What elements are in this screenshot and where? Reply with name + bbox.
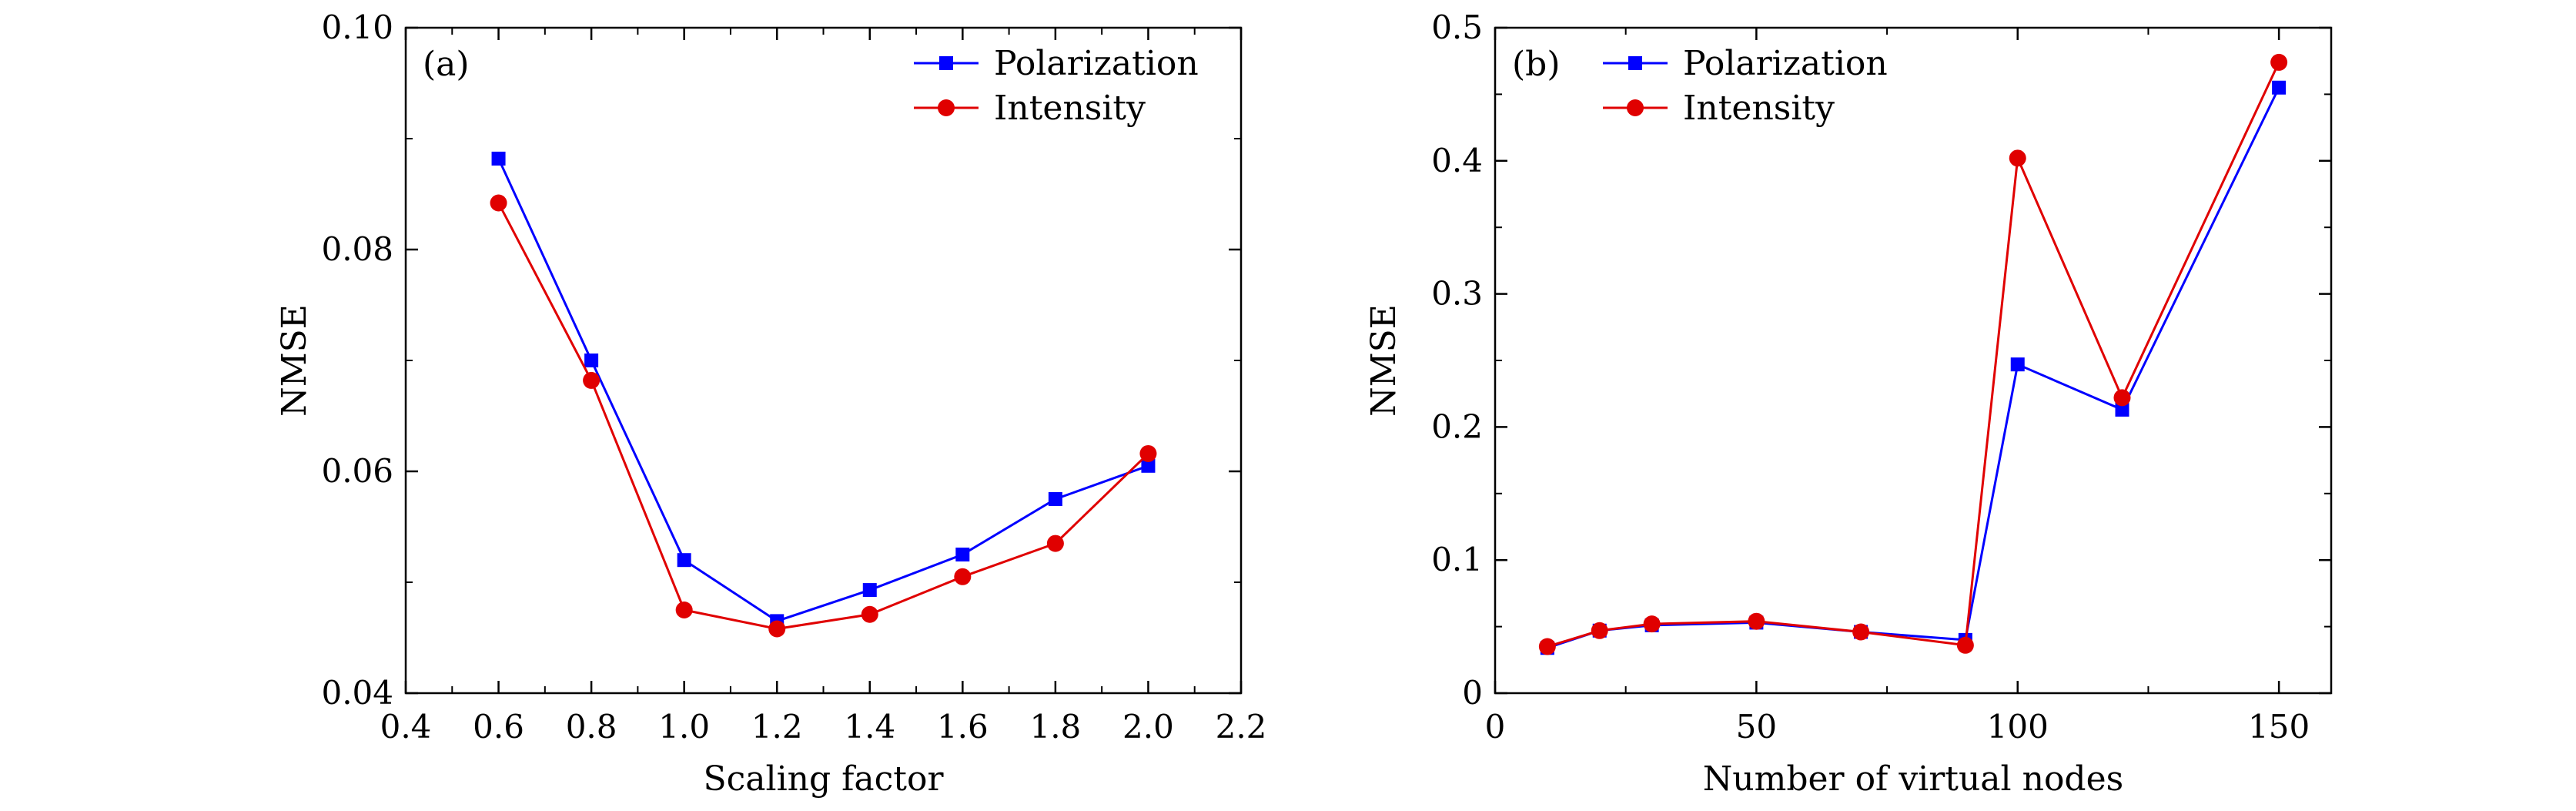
plot-frame [1494,26,2333,695]
data-point-circle [583,371,601,389]
y-tick-label: 0.06 [321,452,393,490]
y-tick-label: 0.04 [321,674,393,712]
series-intensity [490,194,1157,638]
x-tick-label: 2.2 [1216,708,1267,746]
data-point-square [584,354,599,367]
series-intensity [1538,53,2288,655]
data-point-square [862,583,877,598]
y-tick-label: 0.10 [321,8,393,46]
data-point-circle [1956,636,1974,654]
x-tick-label: 0 [1485,708,1506,746]
y-tick-label: 0.4 [1431,142,1483,179]
x-tick-label: 0.6 [473,708,524,746]
y-tick-label: 0.2 [1431,407,1483,445]
x-tick-label: 1.0 [658,708,710,746]
data-point-circle [1538,638,1556,655]
series-polarization [1540,80,2287,655]
series-line [1547,62,2280,648]
data-point-circle [1643,615,1661,633]
series-line [497,202,1149,631]
panel-label: (a) [423,45,470,84]
data-point-square [2272,80,2287,95]
x-tick-label: 50 [1736,708,1777,746]
x-tick-label: 100 [1987,708,2049,746]
x-tick-label: 1.6 [937,708,989,746]
data-point-circle [490,194,507,212]
x-tick-label: 1.2 [751,708,803,746]
x-axis-title: Number of virtual nodes [1703,759,2123,799]
legend-marker-circle [938,99,955,116]
x-tick-label: 1.8 [1029,708,1081,746]
data-point-square [1048,492,1062,506]
x-tick-label: 0.4 [380,708,432,746]
y-tick-label: 0.5 [1431,8,1483,46]
data-point-square [677,553,691,568]
legend-marker-square [939,56,953,70]
data-point-square [2010,357,2025,372]
data-point-circle [1748,612,1765,630]
x-axis-title: Scaling factor [703,759,944,799]
data-point-circle [2270,53,2288,71]
data-point-square [1141,458,1156,473]
data-point-circle [2009,149,2026,167]
data-point-circle [768,620,786,638]
legend-label: Polarization [994,44,1199,83]
data-point-circle [1591,622,1608,639]
data-point-circle [1139,444,1157,462]
chart-panel-b: 0 50 100 150 0 0.1 0.2 0.3 0.4 0.5 Number of virtu… [1364,8,2333,799]
y-axis-title: NMSE [1364,304,1403,417]
x-tick-label: 150 [2248,708,2310,746]
x-tick-label: 0.8 [566,708,617,746]
y-tick-label: 0.3 [1431,275,1483,313]
data-point-circle [2113,389,2131,407]
legend-label: Intensity [1683,89,1835,128]
y-axis-title: NMSE [275,304,314,417]
data-point-circle [1046,535,1064,552]
legend: Polarization Intensity [914,44,1199,128]
y-tick-label: 0.08 [321,230,393,268]
chart-panel-a: 0.4 0.6 0.8 1.0 1.2 1.4 1.6 1.8 2.0 2.2 0.04 0.06 0.… [275,8,1266,799]
legend-label: Polarization [1683,44,1888,83]
data-point-square [955,548,970,561]
y-tick-label: 0 [1462,674,1483,712]
data-point-square [2115,402,2129,417]
series-polarization [491,151,1156,628]
series-line [1547,87,2280,649]
legend-marker-square [1628,56,1642,70]
legend: Polarization Intensity [1603,44,1888,128]
data-point-square [491,151,506,166]
series-line [497,158,1149,623]
data-point-circle [954,568,972,585]
data-point-circle [1852,623,1870,641]
data-point-circle [861,605,878,623]
legend-marker-circle [1627,99,1644,116]
legend-label: Intensity [994,89,1146,128]
data-point-circle [675,602,693,618]
panel-label: (b) [1512,45,1561,84]
x-tick-label: 1.4 [844,708,895,746]
y-tick-label: 0.1 [1431,541,1483,578]
x-tick-label: 2.0 [1122,708,1174,746]
